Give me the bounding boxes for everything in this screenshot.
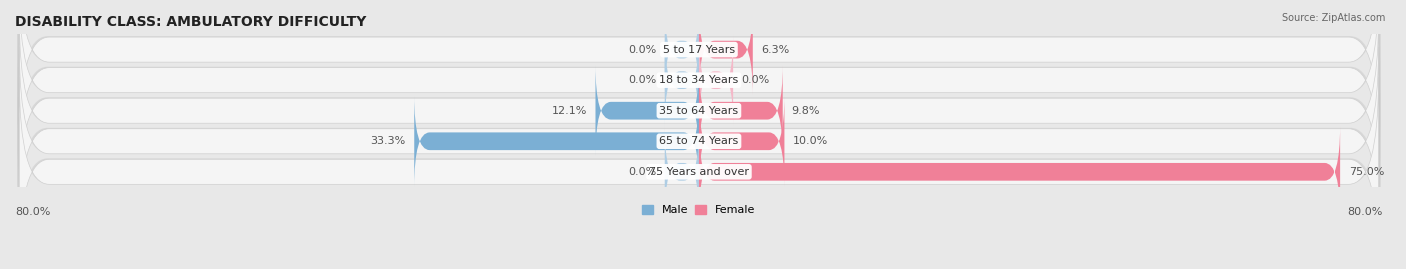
FancyBboxPatch shape bbox=[20, 0, 1379, 144]
FancyBboxPatch shape bbox=[699, 95, 785, 187]
FancyBboxPatch shape bbox=[699, 34, 733, 126]
FancyBboxPatch shape bbox=[17, 15, 1381, 204]
FancyBboxPatch shape bbox=[20, 0, 1379, 175]
FancyBboxPatch shape bbox=[415, 95, 699, 187]
Text: 0.0%: 0.0% bbox=[628, 45, 657, 55]
Text: 35 to 64 Years: 35 to 64 Years bbox=[659, 106, 738, 116]
Text: 12.1%: 12.1% bbox=[551, 106, 586, 116]
Text: 75.0%: 75.0% bbox=[1348, 167, 1384, 177]
FancyBboxPatch shape bbox=[699, 3, 752, 96]
FancyBboxPatch shape bbox=[20, 47, 1379, 236]
FancyBboxPatch shape bbox=[17, 76, 1381, 265]
FancyBboxPatch shape bbox=[665, 34, 699, 126]
Text: 65 to 74 Years: 65 to 74 Years bbox=[659, 136, 738, 146]
Text: 10.0%: 10.0% bbox=[793, 136, 828, 146]
FancyBboxPatch shape bbox=[17, 0, 1381, 174]
Text: 5 to 17 Years: 5 to 17 Years bbox=[662, 45, 735, 55]
Text: 75 Years and over: 75 Years and over bbox=[650, 167, 749, 177]
FancyBboxPatch shape bbox=[699, 126, 1340, 218]
Text: 6.3%: 6.3% bbox=[761, 45, 790, 55]
Text: 9.8%: 9.8% bbox=[792, 106, 820, 116]
FancyBboxPatch shape bbox=[596, 65, 699, 157]
FancyBboxPatch shape bbox=[699, 65, 783, 157]
Legend: Male, Female: Male, Female bbox=[643, 205, 755, 215]
Text: 0.0%: 0.0% bbox=[742, 75, 770, 85]
FancyBboxPatch shape bbox=[17, 0, 1381, 143]
FancyBboxPatch shape bbox=[665, 126, 699, 218]
FancyBboxPatch shape bbox=[20, 16, 1379, 205]
FancyBboxPatch shape bbox=[20, 77, 1379, 266]
FancyBboxPatch shape bbox=[665, 3, 699, 96]
Text: 0.0%: 0.0% bbox=[628, 167, 657, 177]
Text: DISABILITY CLASS: AMBULATORY DIFFICULTY: DISABILITY CLASS: AMBULATORY DIFFICULTY bbox=[15, 15, 367, 29]
FancyBboxPatch shape bbox=[17, 46, 1381, 235]
Text: 80.0%: 80.0% bbox=[1347, 207, 1384, 217]
Text: 33.3%: 33.3% bbox=[370, 136, 406, 146]
Text: 80.0%: 80.0% bbox=[15, 207, 51, 217]
Text: Source: ZipAtlas.com: Source: ZipAtlas.com bbox=[1281, 13, 1385, 23]
Text: 18 to 34 Years: 18 to 34 Years bbox=[659, 75, 738, 85]
Text: 0.0%: 0.0% bbox=[628, 75, 657, 85]
